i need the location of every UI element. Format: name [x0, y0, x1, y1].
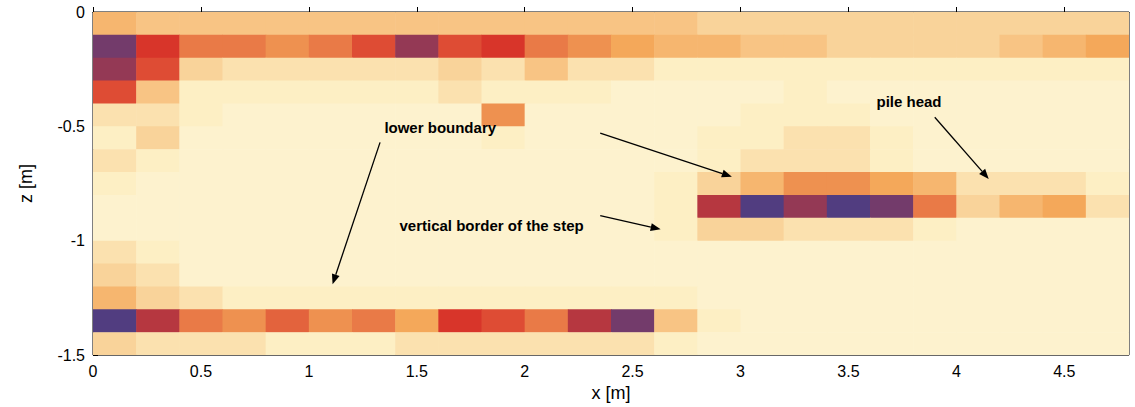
svg-text:0.5: 0.5 — [190, 363, 212, 380]
svg-text:pile head: pile head — [876, 93, 941, 110]
svg-text:z [m]: z [m] — [16, 164, 36, 203]
svg-text:lower boundary: lower boundary — [384, 119, 496, 136]
svg-text:0: 0 — [76, 4, 85, 21]
svg-text:4.5: 4.5 — [1053, 363, 1075, 380]
svg-text:0: 0 — [89, 363, 98, 380]
svg-text:-1: -1 — [71, 232, 85, 249]
svg-text:3.5: 3.5 — [837, 363, 859, 380]
svg-text:3: 3 — [736, 363, 745, 380]
svg-text:4: 4 — [952, 363, 961, 380]
svg-text:1.5: 1.5 — [406, 363, 428, 380]
svg-text:1: 1 — [304, 363, 313, 380]
svg-text:-1.5: -1.5 — [57, 347, 85, 364]
svg-text:-0.5: -0.5 — [57, 118, 85, 135]
svg-text:2: 2 — [520, 363, 529, 380]
svg-text:2.5: 2.5 — [621, 363, 643, 380]
svg-text:vertical border of the step: vertical border of the step — [399, 217, 583, 234]
svg-text:x [m]: x [m] — [592, 383, 631, 403]
